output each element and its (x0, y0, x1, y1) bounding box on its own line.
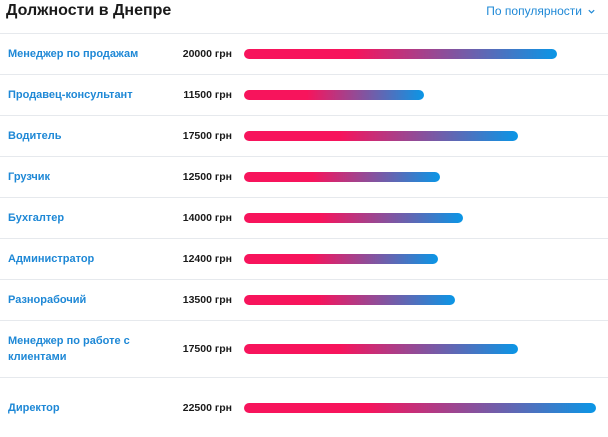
position-link[interactable]: Администратор (8, 253, 95, 265)
position-link[interactable]: Менеджер по продажам (8, 48, 139, 60)
list-item: Бухгалтер 14000 грн (0, 197, 608, 238)
salary-value: 13500 грн (182, 294, 232, 306)
list-item: Продавец-консультант 11500 грн (0, 74, 608, 115)
page-title: Должности в Днепре (6, 2, 172, 19)
list-item: Менеджер по работе с клиентами 17500 грн (0, 320, 608, 377)
salary-value: 17500 грн (182, 343, 232, 355)
position-link[interactable]: Менеджер по работе с клиентами (8, 335, 130, 363)
position-link[interactable]: Водитель (8, 130, 62, 142)
salary-value: 12400 грн (182, 253, 232, 265)
salary-bar (244, 131, 518, 141)
salary-value: 20000 грн (182, 48, 232, 60)
salary-bar (244, 172, 440, 182)
salary-bar (244, 402, 596, 413)
list-item: Разнорабочий 13500 грн (0, 279, 608, 320)
list-item: Водитель 17500 грн (0, 115, 608, 156)
list-item: Менеджер по продажам 20000 грн (0, 33, 608, 74)
header: Должности в Днепре По популярности (0, 0, 608, 34)
salary-bar (244, 295, 455, 305)
salary-value: 22500 грн (182, 401, 232, 414)
salary-bar (244, 49, 557, 59)
position-link[interactable]: Директор (8, 401, 60, 414)
salary-value: 11500 грн (183, 89, 232, 101)
list-item: Администратор 12400 грн (0, 238, 608, 279)
position-link[interactable]: Грузчик (8, 171, 51, 183)
positions-list: Менеджер по продажам 20000 грн Продавец-… (0, 33, 608, 437)
salary-bar (244, 90, 424, 100)
position-link[interactable]: Продавец-консультант (8, 89, 133, 101)
chevron-down-icon (588, 9, 595, 14)
salary-value: 12500 грн (182, 171, 232, 183)
position-link[interactable]: Разнорабочий (8, 294, 87, 306)
salary-bar (244, 213, 463, 223)
position-link[interactable]: Бухгалтер (8, 212, 65, 224)
salary-value: 17500 грн (182, 130, 232, 142)
salary-value: 14000 грн (182, 212, 232, 224)
list-item: Директор 22500 грн (0, 377, 608, 437)
list-item: Грузчик 12500 грн (0, 156, 608, 197)
sort-dropdown[interactable]: По популярности (486, 4, 596, 18)
salary-bar (244, 254, 438, 264)
salary-bar (244, 344, 518, 354)
sort-label: По популярности (486, 4, 582, 18)
